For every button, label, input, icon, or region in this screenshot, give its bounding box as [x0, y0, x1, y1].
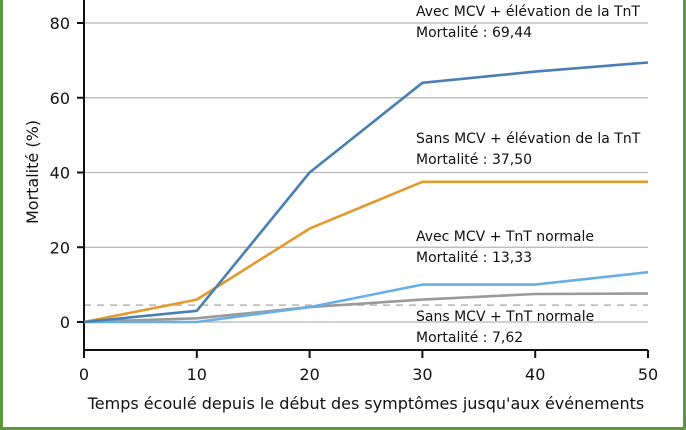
series-line-4: [83, 292, 649, 324]
series-layer: [83, 61, 649, 324]
x-tick-label-50: 50: [638, 365, 658, 384]
grid-lines: [84, 22, 648, 323]
x-tick-label-0: 0: [79, 365, 89, 384]
series-line-3: [84, 270, 649, 324]
series-label-4: Sans MCV + TnT normale: [416, 309, 594, 325]
series-line-2: [83, 180, 648, 324]
x-tick-label-40: 40: [525, 365, 545, 384]
series-mortality-label-1: Mortalité : 69,44: [416, 25, 532, 41]
y-tick-label-60: 60: [50, 89, 70, 108]
x-tick-label-10: 10: [187, 365, 207, 384]
y-tick-label-20: 20: [50, 238, 70, 257]
series-mortality-label-3: Mortalité : 13,33: [416, 250, 532, 266]
x-tick-label-30: 30: [412, 365, 432, 384]
x-axis-title: Temps écoulé depuis le début des symptôm…: [87, 394, 645, 413]
series-mortality-label-2: Mortalité : 37,50: [416, 152, 532, 168]
y-tick-label-40: 40: [50, 164, 70, 183]
y-tick-label-0: 0: [60, 313, 70, 332]
series-mortality-label-4: Mortalité : 7,62: [416, 330, 523, 346]
axes: 0 20 40 60 80 0 10 20 30 40 50: [50, 0, 658, 384]
x-tick-label-20: 20: [299, 365, 319, 384]
y-tick-label-80: 80: [50, 14, 70, 33]
series-label-1: Avec MCV + élévation de la TnT: [416, 4, 640, 20]
series-line-1: [83, 61, 649, 324]
series-label-3: Avec MCV + TnT normale: [416, 229, 594, 245]
annotations: Avec MCV + élévation de la TnT Mortalité …: [416, 4, 641, 346]
series-label-2: Sans MCV + élévation de la TnT: [416, 131, 641, 147]
y-axis-title: Mortalité (%): [23, 120, 42, 224]
